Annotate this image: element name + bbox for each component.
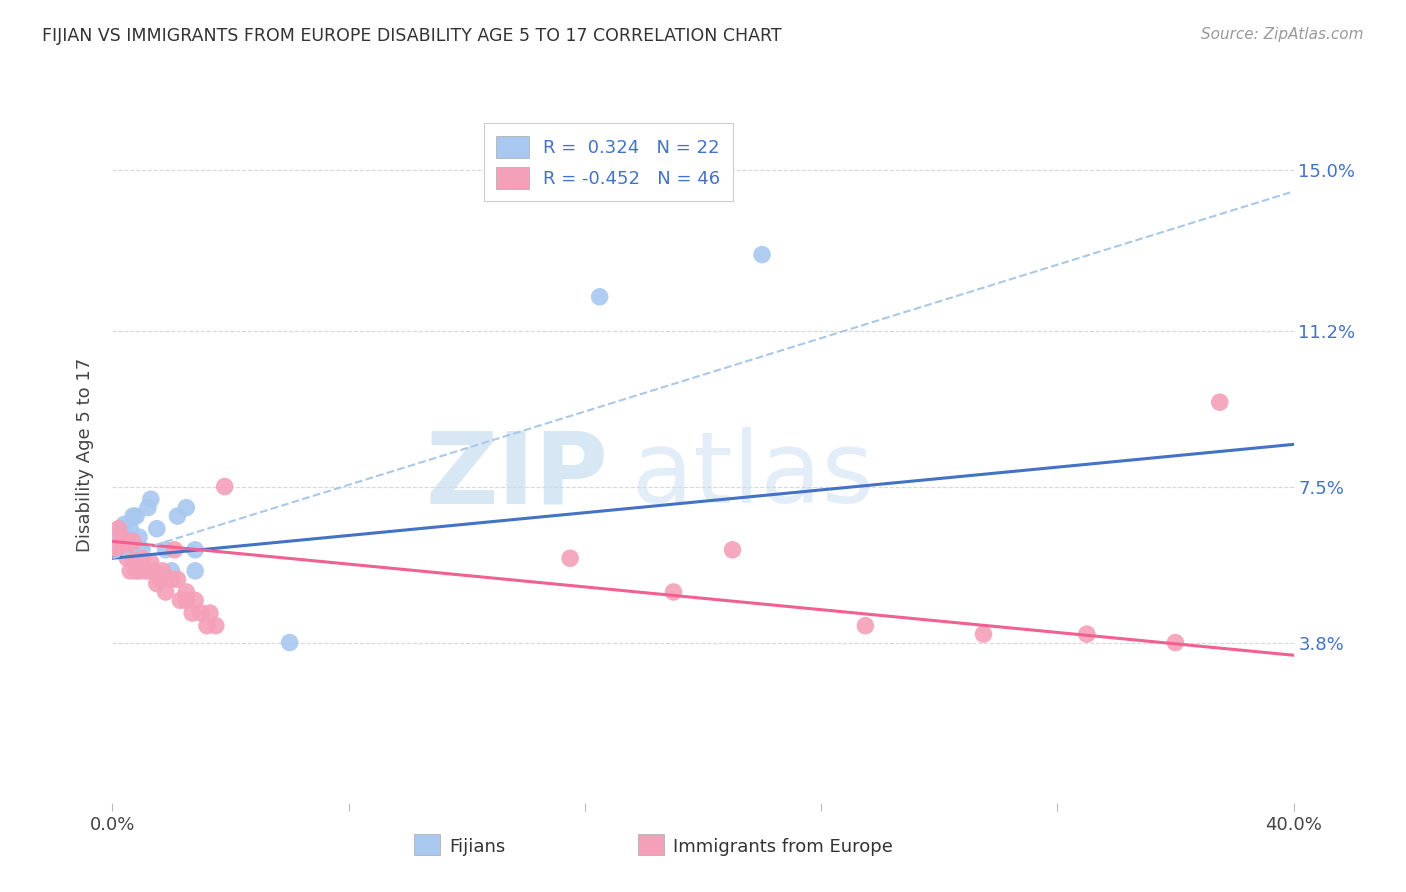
- Text: atlas: atlas: [633, 427, 873, 524]
- Point: [139, 556, 162, 570]
- FancyBboxPatch shape: [638, 834, 664, 855]
- Point: [155, 542, 177, 557]
- Point: [134, 564, 156, 578]
- Point: [122, 534, 145, 549]
- Legend: R =  0.324   N = 22, R = -0.452   N = 46: R = 0.324 N = 22, R = -0.452 N = 46: [484, 123, 733, 202]
- Point: [149, 572, 172, 586]
- Point: [181, 606, 204, 620]
- Point: [146, 576, 169, 591]
- Point: [107, 530, 129, 544]
- Text: ZIP: ZIP: [426, 427, 609, 524]
- Point: [120, 542, 142, 557]
- Point: [1164, 635, 1187, 649]
- Text: Immigrants from Europe: Immigrants from Europe: [673, 838, 893, 855]
- Text: FIJIAN VS IMMIGRANTS FROM EUROPE DISABILITY AGE 5 TO 17 CORRELATION CHART: FIJIAN VS IMMIGRANTS FROM EUROPE DISABIL…: [42, 27, 782, 45]
- Point: [1208, 395, 1232, 409]
- Point: [214, 479, 236, 493]
- FancyBboxPatch shape: [413, 834, 440, 855]
- Point: [136, 564, 159, 578]
- Point: [166, 572, 188, 586]
- Point: [146, 522, 169, 536]
- Point: [136, 500, 159, 515]
- Text: Fijians: Fijians: [449, 838, 505, 855]
- Point: [110, 530, 132, 544]
- Point: [662, 585, 685, 599]
- Point: [112, 534, 135, 549]
- Y-axis label: Disability Age 5 to 17: Disability Age 5 to 17: [76, 358, 94, 552]
- Point: [131, 542, 153, 557]
- Point: [195, 618, 218, 632]
- Point: [160, 564, 183, 578]
- Point: [558, 551, 582, 566]
- Point: [174, 500, 197, 515]
- Point: [278, 635, 301, 649]
- Point: [169, 593, 191, 607]
- Point: [184, 593, 207, 607]
- Point: [110, 522, 132, 536]
- Point: [112, 542, 135, 557]
- Point: [1076, 627, 1098, 641]
- Point: [973, 627, 995, 641]
- Point: [117, 534, 138, 549]
- Point: [107, 522, 129, 536]
- Point: [110, 542, 132, 557]
- Point: [120, 564, 142, 578]
- Point: [174, 585, 197, 599]
- Point: [184, 564, 207, 578]
- Point: [163, 542, 186, 557]
- Point: [128, 551, 150, 566]
- Point: [117, 551, 138, 566]
- Point: [104, 542, 127, 557]
- Point: [122, 509, 145, 524]
- Point: [721, 542, 744, 557]
- Point: [198, 606, 221, 620]
- Point: [120, 542, 142, 557]
- Point: [120, 522, 142, 536]
- Point: [152, 564, 174, 578]
- Point: [125, 564, 148, 578]
- Point: [588, 290, 610, 304]
- Point: [139, 492, 162, 507]
- Point: [125, 551, 148, 566]
- Point: [166, 509, 188, 524]
- Point: [125, 509, 148, 524]
- Point: [112, 517, 135, 532]
- Point: [131, 551, 153, 566]
- Point: [142, 564, 165, 578]
- Point: [128, 530, 150, 544]
- Point: [190, 606, 212, 620]
- Point: [174, 593, 197, 607]
- Point: [122, 551, 145, 566]
- Point: [184, 542, 207, 557]
- Point: [160, 572, 183, 586]
- Text: Source: ZipAtlas.com: Source: ZipAtlas.com: [1201, 27, 1364, 42]
- Point: [751, 247, 773, 261]
- Point: [205, 618, 228, 632]
- Point: [855, 618, 877, 632]
- Point: [128, 564, 150, 578]
- Point: [117, 530, 138, 544]
- Point: [155, 585, 177, 599]
